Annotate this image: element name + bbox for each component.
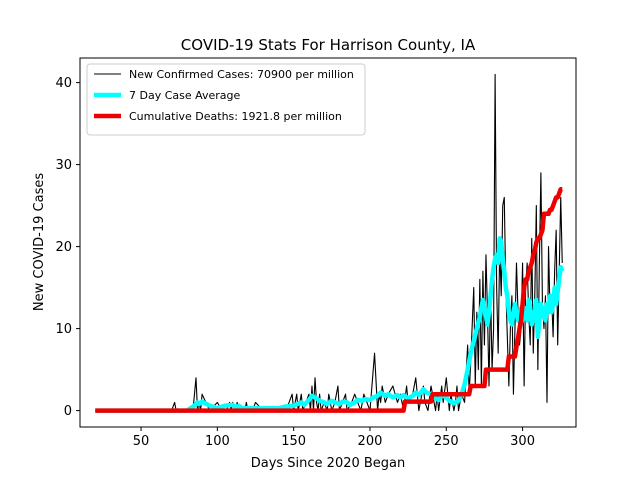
legend-label-3: Cumulative Deaths: 1921.8 per million [129,110,342,123]
x-tick-label: 250 [434,434,459,449]
series-line-3 [95,186,563,413]
legend-label-2: 7 Day Case Average [129,89,241,102]
legend-box [86,63,366,136]
y-axis-label: New COVID-19 Cases [32,173,47,311]
x-axis-ticks: 50 100 150 200 250 300 [133,427,535,449]
legend-label-1: New Confirmed Cases: 70900 per million [129,68,354,81]
chart-title: COVID-19 Stats For Harrison County, IA [181,36,476,54]
y-tick-label: 20 [55,240,72,255]
y-tick-label: 40 [55,76,72,91]
x-tick-label: 200 [358,434,383,449]
x-tick-label: 50 [133,434,150,449]
plot-frame [79,57,577,428]
y-axis-ticks: 0 10 20 30 40 [55,76,80,419]
y-tick-label: 30 [55,158,72,173]
x-tick-label: 300 [510,434,535,449]
series-line-2 [95,236,565,413]
x-tick-label: 100 [205,434,230,449]
x-tick-label: 150 [281,434,306,449]
y-tick-label: 10 [55,322,72,337]
x-axis-label: Days Since 2020 Began [251,456,406,471]
legend: New Confirmed Cases: 70900 per million 7 … [86,63,366,136]
y-tick-label: 0 [64,404,72,419]
